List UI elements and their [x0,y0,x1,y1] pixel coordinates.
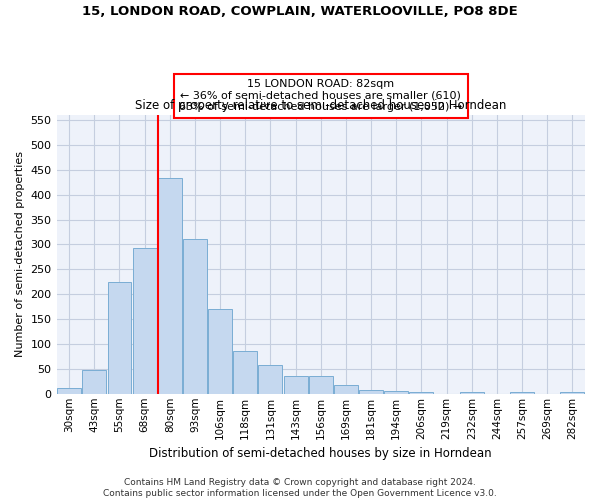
Bar [158,178,182,394]
Bar [57,388,81,394]
Bar [510,392,534,394]
Bar [409,392,433,394]
Bar [334,386,358,394]
Bar [359,390,383,394]
Bar [385,392,408,394]
Bar [233,352,257,394]
Text: 15, LONDON ROAD, COWPLAIN, WATERLOOVILLE, PO8 8DE: 15, LONDON ROAD, COWPLAIN, WATERLOOVILLE… [82,5,518,18]
Bar [82,370,106,394]
Bar [284,376,308,394]
Bar [107,282,131,394]
Text: Contains HM Land Registry data © Crown copyright and database right 2024.
Contai: Contains HM Land Registry data © Crown c… [103,478,497,498]
Bar [183,239,207,394]
Bar [208,309,232,394]
Title: Size of property relative to semi-detached houses in Horndean: Size of property relative to semi-detach… [135,100,506,112]
Text: 15 LONDON ROAD: 82sqm
← 36% of semi-detached houses are smaller (610)
63% of sem: 15 LONDON ROAD: 82sqm ← 36% of semi-deta… [179,79,463,112]
Bar [309,376,333,394]
Bar [560,392,584,394]
Bar [133,248,157,394]
Bar [460,392,484,394]
Y-axis label: Number of semi-detached properties: Number of semi-detached properties [15,152,25,358]
Bar [259,365,283,394]
X-axis label: Distribution of semi-detached houses by size in Horndean: Distribution of semi-detached houses by … [149,447,492,460]
